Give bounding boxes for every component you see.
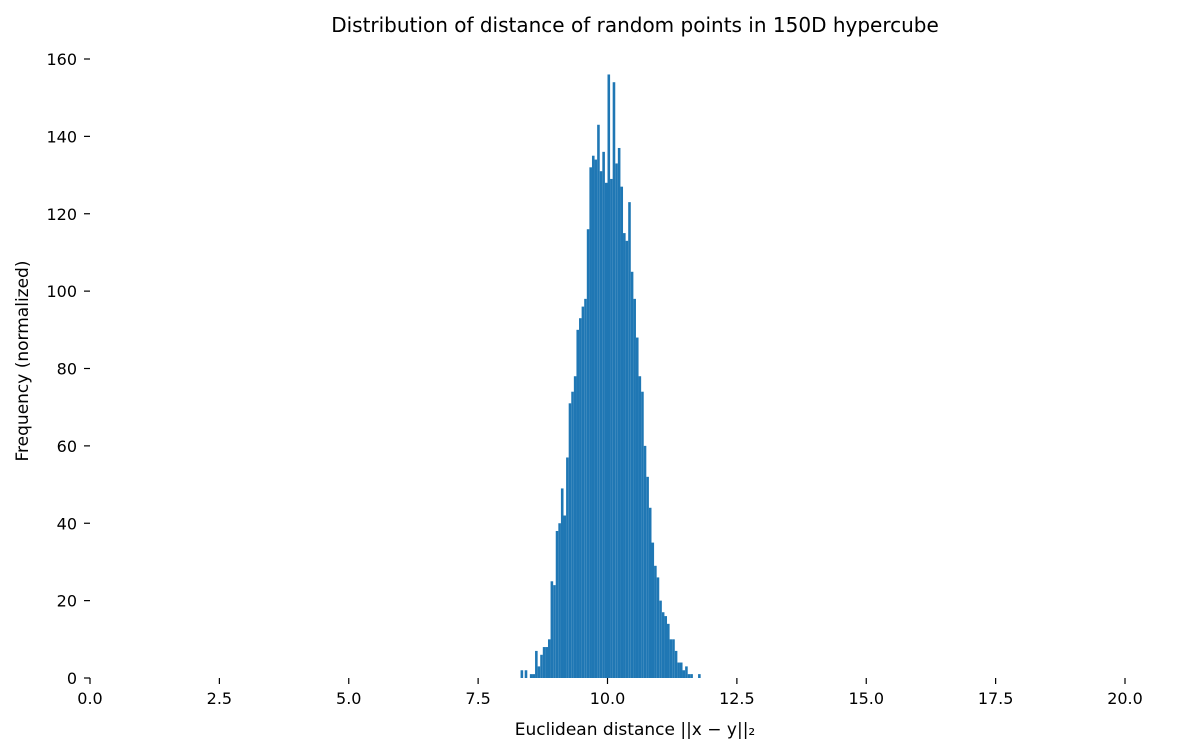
histogram-bar bbox=[520, 670, 524, 678]
histogram-bar bbox=[682, 670, 686, 678]
x-tick-label: 20.0 bbox=[1107, 689, 1143, 708]
histogram-bar bbox=[635, 337, 639, 678]
histogram-bar bbox=[674, 650, 678, 678]
x-tick-label: 10.0 bbox=[590, 689, 626, 708]
histogram-bar bbox=[672, 639, 675, 678]
x-axis: 0.0 2.5 5.0 7.5 10.0 12.5 15.0 17.5 20.0 bbox=[77, 678, 1143, 708]
histogram-bar bbox=[586, 229, 590, 678]
histogram-bar bbox=[535, 650, 538, 678]
histogram-bar bbox=[555, 530, 559, 678]
histogram-bar bbox=[612, 82, 616, 678]
histogram-bar bbox=[602, 151, 605, 679]
histogram-bar bbox=[654, 565, 657, 678]
histogram-bar bbox=[641, 391, 644, 678]
histogram-bar bbox=[576, 329, 580, 678]
histogram-bar bbox=[604, 182, 608, 679]
y-tick-label: 120 bbox=[46, 205, 77, 224]
histogram-bar bbox=[628, 202, 631, 679]
y-tick-label: 160 bbox=[46, 50, 77, 69]
histogram-bar bbox=[589, 167, 592, 678]
histogram-bar bbox=[571, 391, 574, 678]
histogram-bar bbox=[550, 581, 554, 678]
x-tick-label: 2.5 bbox=[207, 689, 232, 708]
histogram-bar bbox=[597, 124, 600, 679]
histogram-bar bbox=[651, 542, 655, 678]
histogram-bar bbox=[558, 523, 561, 678]
histogram-bar bbox=[620, 186, 624, 678]
y-axis-label: Frequency (normalized) bbox=[13, 261, 33, 462]
histogram-bar bbox=[545, 647, 548, 678]
y-tick-label: 20 bbox=[57, 592, 77, 611]
histogram-bar bbox=[579, 318, 582, 678]
histogram-bar bbox=[524, 670, 528, 678]
x-tick-label: 17.5 bbox=[978, 689, 1014, 708]
histogram-bar bbox=[677, 662, 680, 678]
histogram-bar bbox=[661, 612, 665, 678]
histogram-bar bbox=[594, 159, 598, 678]
histogram-bar bbox=[633, 298, 636, 678]
histogram-bar bbox=[659, 600, 662, 678]
x-tick-label: 12.5 bbox=[719, 689, 755, 708]
histogram-bar bbox=[664, 616, 668, 678]
histogram-bar bbox=[667, 623, 670, 678]
histogram-bar bbox=[643, 445, 647, 678]
histogram-bar bbox=[553, 585, 556, 678]
histogram-bar bbox=[615, 163, 618, 679]
histogram-bar bbox=[685, 666, 688, 678]
y-tick-label: 140 bbox=[46, 127, 77, 146]
histogram-bar bbox=[581, 306, 585, 678]
histogram-bar bbox=[532, 674, 536, 678]
histogram-bar bbox=[698, 674, 701, 678]
histogram-bar bbox=[542, 647, 546, 678]
y-axis: 0 20 40 60 80 100 120 140 160 bbox=[46, 50, 90, 688]
histogram-bars bbox=[520, 74, 701, 679]
y-tick-label: 0 bbox=[67, 669, 77, 688]
histogram-bar bbox=[623, 233, 626, 678]
histogram-bar bbox=[563, 515, 567, 678]
histogram-bar bbox=[610, 178, 613, 678]
x-axis-label: Euclidean distance ||x − y||₂ bbox=[515, 720, 756, 740]
histogram-bar bbox=[656, 577, 660, 678]
histogram-bar bbox=[537, 666, 541, 678]
histogram-bar bbox=[625, 240, 629, 679]
histogram-bar bbox=[568, 403, 572, 678]
histogram-bar bbox=[607, 74, 611, 679]
x-tick-label: 7.5 bbox=[465, 689, 490, 708]
histogram-bar bbox=[687, 674, 691, 678]
x-tick-label: 5.0 bbox=[336, 689, 361, 708]
y-tick-label: 100 bbox=[46, 282, 77, 301]
histogram-bar bbox=[566, 457, 569, 678]
histogram-bar bbox=[599, 171, 603, 678]
y-tick-label: 80 bbox=[57, 360, 77, 379]
histogram-bar bbox=[669, 639, 673, 678]
histogram-bar bbox=[560, 488, 564, 678]
histogram-bar bbox=[540, 654, 543, 678]
x-tick-label: 0.0 bbox=[77, 689, 102, 708]
histogram-bar bbox=[679, 662, 683, 678]
histogram-bar bbox=[648, 507, 652, 678]
histogram-bar bbox=[646, 476, 649, 678]
histogram-bar bbox=[617, 147, 621, 678]
histogram-bar bbox=[630, 271, 634, 678]
y-tick-label: 40 bbox=[57, 514, 77, 533]
histogram-bar bbox=[584, 298, 587, 678]
x-tick-label: 15.0 bbox=[848, 689, 884, 708]
histogram-bar bbox=[690, 674, 693, 678]
chart-title: Distribution of distance of random point… bbox=[331, 13, 939, 37]
histogram-bar bbox=[547, 639, 551, 678]
histogram-bar bbox=[529, 674, 533, 678]
histogram-bar bbox=[591, 155, 595, 678]
histogram-bar bbox=[573, 376, 577, 678]
y-tick-label: 60 bbox=[57, 437, 77, 456]
histogram-bar bbox=[638, 376, 642, 678]
